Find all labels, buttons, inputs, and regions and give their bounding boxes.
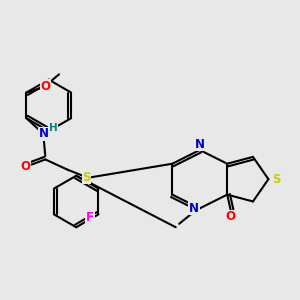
- Text: F: F: [86, 211, 94, 224]
- Text: N: N: [195, 138, 205, 151]
- Text: O: O: [226, 210, 236, 224]
- Text: N: N: [39, 127, 49, 140]
- Text: N: N: [189, 202, 199, 215]
- Text: S: S: [82, 171, 91, 184]
- Text: H: H: [49, 122, 58, 133]
- Text: O: O: [40, 80, 50, 93]
- Text: S: S: [272, 173, 280, 186]
- Text: O: O: [20, 160, 30, 173]
